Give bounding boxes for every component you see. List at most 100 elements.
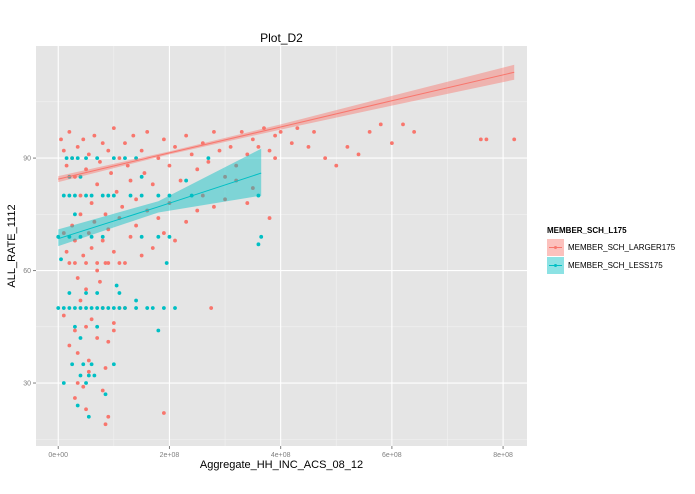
point-less175 (78, 174, 83, 179)
point-larger175 (128, 234, 133, 239)
point-less175 (206, 156, 211, 160)
point-larger175 (95, 336, 100, 340)
point-less175 (117, 306, 122, 310)
point-larger175 (106, 414, 111, 419)
point-larger175 (92, 219, 97, 224)
point-less175 (128, 193, 133, 198)
point-larger175 (123, 261, 127, 265)
point-less175 (73, 193, 77, 198)
x-axis-label: Aggregate_HH_INC_ACS_08_12 (199, 459, 364, 471)
point-larger175 (86, 152, 91, 157)
point-larger175 (195, 208, 200, 213)
point-larger175 (111, 321, 116, 325)
plot-panel (36, 46, 527, 446)
point-less175 (89, 362, 94, 367)
point-less175 (61, 193, 66, 198)
point-less175 (150, 306, 155, 310)
point-larger175 (161, 137, 166, 142)
legend-label: MEMBER_SCH_LESS175 (568, 261, 663, 270)
point-larger175 (389, 141, 394, 145)
point-larger175 (273, 133, 278, 138)
point-less175 (259, 234, 264, 239)
point-larger175 (84, 324, 88, 329)
point-larger175 (59, 137, 63, 142)
point-larger175 (111, 328, 116, 333)
point-less175 (89, 234, 94, 239)
point-larger175 (106, 148, 111, 153)
point-less175 (156, 234, 161, 239)
point-larger175 (250, 186, 255, 190)
point-larger175 (145, 129, 150, 134)
point-larger175 (103, 366, 108, 370)
x-tick-label: 2e+08 (160, 452, 180, 459)
point-larger175 (209, 306, 214, 310)
point-less175 (95, 324, 100, 329)
point-less175 (134, 306, 138, 310)
point-less175 (84, 193, 88, 198)
point-larger175 (100, 238, 105, 243)
point-larger175 (106, 261, 111, 265)
point-larger175 (111, 126, 116, 130)
point-larger175 (184, 219, 189, 224)
point-larger175 (289, 141, 294, 145)
point-larger175 (103, 212, 108, 217)
x-tick-label: 0e+00 (48, 452, 68, 459)
point-larger175 (273, 156, 278, 160)
point-larger175 (106, 339, 111, 344)
point-less175 (92, 373, 97, 378)
point-less175 (70, 362, 75, 367)
legend-key-less175 (547, 257, 564, 274)
legend-item-larger175: MEMBER_SCH_LARGER175 (547, 239, 675, 256)
point-larger175 (78, 212, 83, 217)
point-less175 (145, 306, 150, 310)
point-larger175 (367, 129, 372, 134)
point-larger175 (345, 144, 350, 149)
point-larger175 (184, 133, 189, 138)
point-less175 (89, 193, 94, 198)
point-larger175 (73, 261, 77, 265)
point-less175 (111, 362, 116, 367)
point-less175 (100, 306, 105, 310)
point-larger175 (131, 133, 136, 138)
point-larger175 (64, 249, 69, 254)
point-larger175 (73, 328, 77, 333)
point-less175 (95, 291, 100, 295)
point-larger175 (189, 152, 194, 157)
point-larger175 (81, 384, 86, 389)
point-larger175 (512, 137, 517, 142)
point-larger175 (114, 189, 119, 194)
point-larger175 (89, 246, 94, 250)
point-larger175 (75, 276, 80, 280)
point-larger175 (98, 159, 102, 164)
point-larger175 (161, 411, 166, 415)
point-less175 (100, 193, 105, 198)
point-larger175 (75, 381, 80, 385)
point-larger175 (81, 137, 86, 142)
point-less175 (167, 193, 172, 198)
point-larger175 (128, 178, 133, 183)
y-axis-label: ALL_RATE_1112 (6, 204, 18, 288)
x-tick-label: 8e+08 (493, 452, 513, 459)
point-larger175 (84, 261, 88, 265)
point-less175 (70, 156, 75, 160)
point-larger175 (150, 246, 155, 250)
point-larger175 (78, 298, 83, 303)
point-less175 (84, 291, 88, 295)
point-larger175 (120, 204, 125, 209)
point-less175 (75, 156, 80, 160)
point-larger175 (267, 148, 272, 153)
point-less175 (106, 193, 111, 198)
point-larger175 (70, 223, 75, 228)
point-larger175 (67, 261, 72, 265)
point-larger175 (73, 238, 77, 243)
point-less175 (134, 298, 138, 303)
point-larger175 (212, 204, 216, 209)
point-larger175 (206, 159, 211, 164)
point-less175 (61, 381, 66, 385)
point-larger175 (75, 144, 80, 149)
point-larger175 (64, 163, 69, 168)
point-less175 (139, 234, 144, 239)
point-larger175 (89, 317, 94, 322)
point-less175 (164, 261, 169, 265)
